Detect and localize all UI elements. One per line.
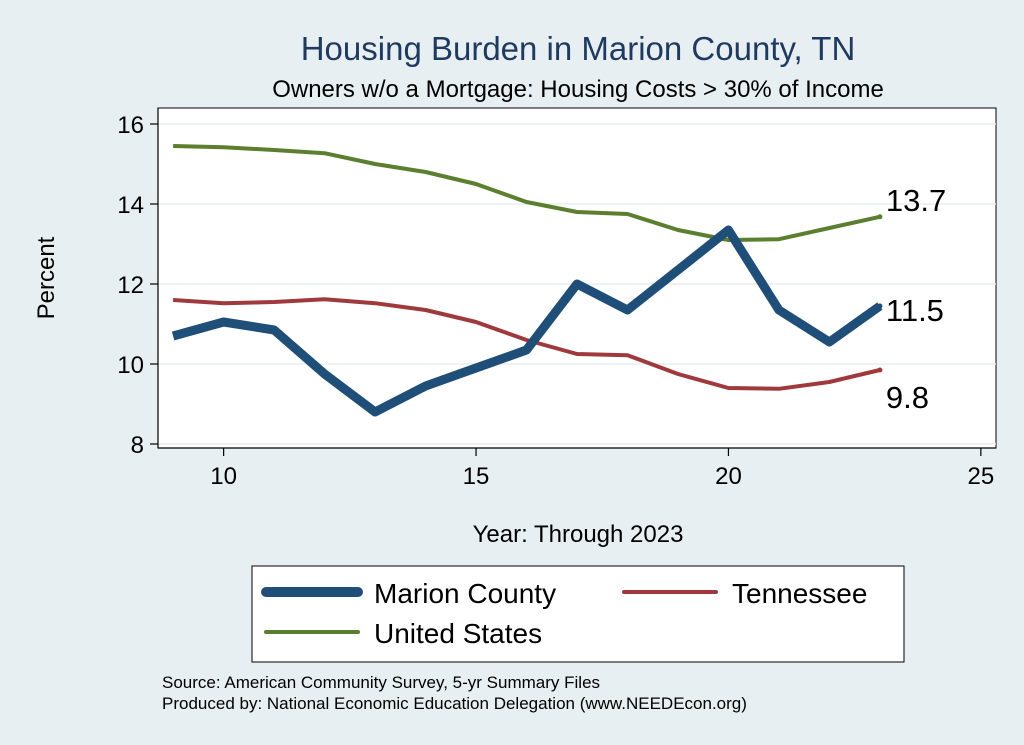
legend-label-united-states: United States bbox=[374, 618, 542, 649]
y-tick-label: 8 bbox=[131, 432, 144, 459]
series-line-united-states bbox=[173, 144, 881, 242]
end-label-tennessee: 9.8 bbox=[886, 380, 929, 415]
y-tick-label: 16 bbox=[117, 112, 144, 139]
x-tick-label: 10 bbox=[210, 463, 237, 490]
series-line-tennessee bbox=[172, 297, 881, 391]
chart-subtitle: Owners w/o a Mortgage: Housing Costs > 3… bbox=[272, 76, 884, 103]
y-tick-label: 14 bbox=[117, 192, 144, 219]
plot-area bbox=[157, 107, 997, 449]
series-end-point-united-states bbox=[877, 214, 883, 220]
series-lines bbox=[171, 144, 883, 417]
axes: 8 10 12 14 16 10 15 20 25 bbox=[117, 108, 996, 490]
y-axis-title: Percent bbox=[33, 236, 60, 319]
end-labels: 13.7 11.5 9.8 bbox=[886, 183, 946, 415]
x-tick-label: 15 bbox=[463, 463, 490, 490]
x-tick-label: 20 bbox=[715, 463, 742, 490]
source-note: Source: American Community Survey, 5-yr … bbox=[162, 673, 600, 692]
series-line-marion-county bbox=[171, 225, 883, 417]
legend bbox=[251, 565, 905, 663]
produced-by-note: Produced by: National Economic Education… bbox=[162, 694, 747, 713]
legend-label-tennessee: Tennessee bbox=[732, 578, 867, 609]
series-end-point-tennessee bbox=[877, 367, 883, 373]
chart-title: Housing Burden in Marion County, TN bbox=[301, 30, 856, 67]
y-tick-label: 10 bbox=[117, 352, 144, 379]
series-end-point-marion-county bbox=[877, 303, 883, 309]
y-tick-label: 12 bbox=[117, 272, 144, 299]
x-axis-title: Year: Through 2023 bbox=[473, 521, 684, 548]
x-tick-label: 25 bbox=[968, 463, 995, 490]
end-label-united-states: 13.7 bbox=[886, 183, 946, 218]
end-label-marion-county: 11.5 bbox=[886, 293, 944, 328]
legend-label-marion-county: Marion County bbox=[374, 578, 556, 609]
